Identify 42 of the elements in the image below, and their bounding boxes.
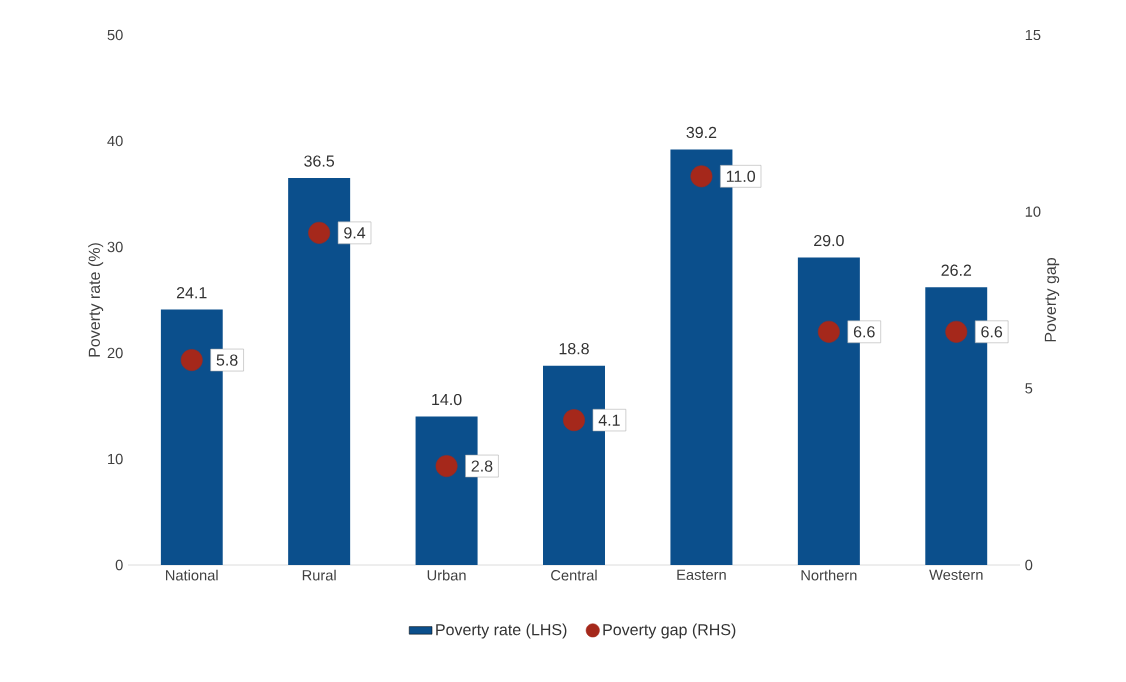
point bbox=[563, 409, 585, 432]
y2-tick-label: 15 bbox=[1025, 29, 1041, 41]
data-label: 2.8 bbox=[471, 460, 493, 472]
data-label: 36.5 bbox=[304, 155, 335, 167]
y-tick-label: 20 bbox=[107, 347, 123, 359]
y-tick-label: 30 bbox=[107, 241, 123, 253]
y-tick-label: 0 bbox=[115, 559, 123, 571]
point bbox=[817, 320, 840, 343]
x-tick-label: National bbox=[166, 569, 218, 581]
data-label: 6.6 bbox=[853, 326, 875, 338]
x-tick-label: Northern bbox=[801, 569, 857, 581]
y-tick-label: 50 bbox=[107, 29, 123, 41]
data-label: 6.6 bbox=[981, 326, 1003, 338]
point bbox=[945, 320, 968, 343]
data-label: 18.8 bbox=[559, 343, 589, 355]
point bbox=[180, 349, 203, 371]
point bbox=[308, 221, 331, 244]
data-label: 26.2 bbox=[941, 264, 972, 276]
y2-axis-title: Poverty gap bbox=[1044, 258, 1060, 342]
data-label: 9.4 bbox=[344, 227, 366, 239]
y2-tick-label: 0 bbox=[1025, 559, 1033, 571]
y-tick-label: 10 bbox=[108, 453, 123, 465]
data-label: 4.1 bbox=[598, 414, 620, 426]
point bbox=[435, 455, 458, 477]
x-tick-label: Eastern bbox=[677, 569, 726, 580]
y2-tick-label: 5 bbox=[1025, 383, 1033, 394]
data-label: 29.0 bbox=[814, 234, 844, 247]
y2-tick-label: 10 bbox=[1025, 206, 1041, 217]
data-label: 14.0 bbox=[432, 393, 462, 406]
x-tick-label: Rural bbox=[302, 569, 336, 581]
legend-label: Poverty rate (LHS) bbox=[436, 623, 567, 639]
data-label: 5.8 bbox=[216, 354, 238, 366]
x-tick-label: Urban bbox=[427, 569, 466, 581]
point bbox=[690, 165, 713, 188]
y-tick-label: 40 bbox=[107, 135, 123, 147]
data-label: 11.0 bbox=[726, 170, 756, 182]
legend-label: Poverty gap (RHS) bbox=[603, 623, 736, 639]
data-label: 24.1 bbox=[176, 286, 207, 299]
x-tick-label: Central bbox=[551, 569, 597, 581]
data-label: 39.2 bbox=[686, 126, 717, 139]
x-tick-label: Western bbox=[929, 569, 983, 580]
y-axis-title: Poverty rate (%) bbox=[88, 243, 104, 357]
